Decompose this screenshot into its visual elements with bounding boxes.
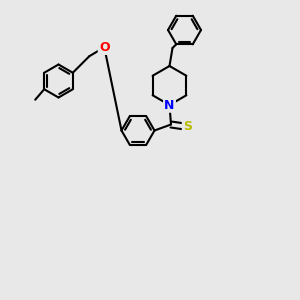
Text: O: O — [99, 41, 110, 54]
Text: S: S — [183, 120, 192, 134]
Text: N: N — [164, 98, 175, 112]
